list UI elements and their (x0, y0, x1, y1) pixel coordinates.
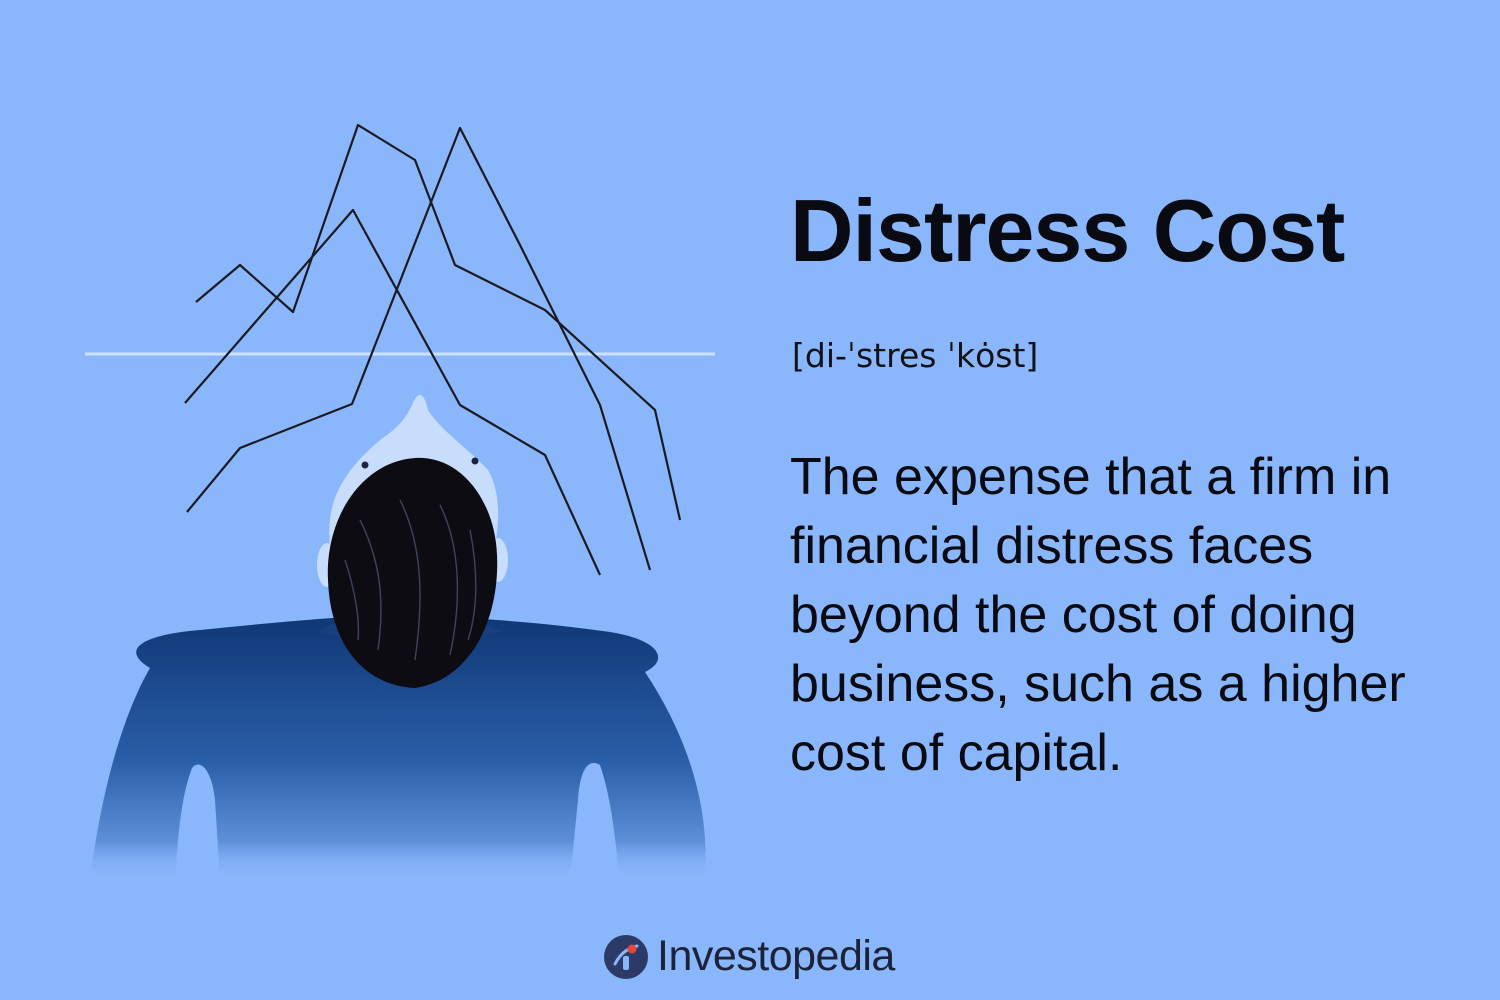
chart-lines (184, 123, 682, 576)
term-title: Distress Cost (790, 181, 1345, 280)
stressed-person-illustration (85, 70, 715, 880)
person-body (90, 615, 706, 880)
term-pronunciation: [di-ˈstres ˈkȯst] (792, 336, 1039, 375)
brand-name: Investopedia (657, 932, 895, 980)
investopedia-logo-icon (604, 934, 648, 979)
brand-footer: Investopedia (603, 932, 895, 981)
person-hair (327, 457, 498, 688)
term-definition: The expense that a firm in financial dis… (790, 448, 1406, 782)
